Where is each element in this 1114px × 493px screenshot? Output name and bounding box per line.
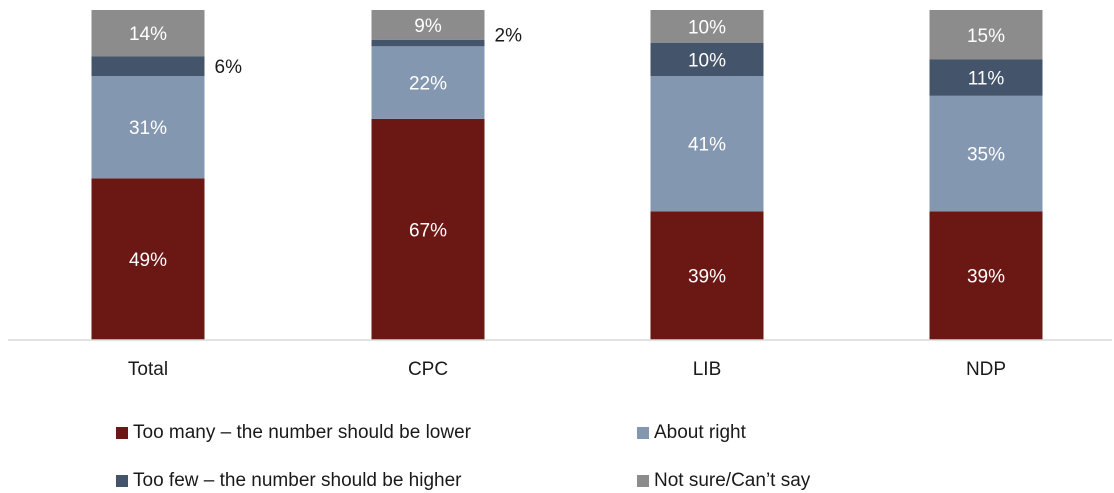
- x-axis-tick-labels: Total CPC LIB NDP: [128, 359, 1006, 380]
- bars-group: [91, 10, 1043, 341]
- data-label-cpc-about-right: 22%: [409, 74, 447, 95]
- legend-item-too-many: Too many – the number should be lower: [116, 422, 471, 444]
- legend-item-not-sure: Not sure/Can’t say: [637, 470, 810, 492]
- bar-cpc-too-few: [371, 39, 485, 47]
- bar-total-not-sure: [91, 10, 205, 57]
- legend-label-too-many: Too many – the number should be lower: [133, 422, 471, 443]
- data-label-total-not-sure: 14%: [129, 24, 167, 45]
- legend-swatch-about-right: [637, 427, 649, 439]
- x-tick-label-cpc: CPC: [408, 359, 448, 380]
- bar-cpc-about-right: [371, 46, 485, 119]
- bar-lib-too-many: [650, 211, 764, 340]
- bar-ndp-too-few: [929, 59, 1043, 96]
- data-label-cpc-too-few: 2%: [495, 26, 523, 47]
- data-label-cpc-too-many: 67%: [409, 220, 447, 241]
- legend-swatch-not-sure: [637, 475, 649, 487]
- bar-lib-about-right: [650, 76, 764, 212]
- bar-cpc-too-many: [371, 118, 485, 341]
- data-label-ndp-too-few: 11%: [968, 69, 1005, 90]
- legend-item-too-few: Too few – the number should be higher: [116, 470, 462, 492]
- bar-ndp-not-sure: [929, 10, 1043, 60]
- legend-label-about-right: About right: [654, 422, 746, 443]
- data-label-ndp-too-many: 39%: [967, 267, 1005, 288]
- data-label-lib-too-many: 39%: [688, 267, 726, 288]
- bar-total-about-right: [91, 76, 205, 179]
- stacked-bar-chart: 49% 31% 6% 14% 67% 22% 2% 9% 39% 41% 10% 10% 39% 35% 1…: [8, 10, 1112, 380]
- data-label-ndp-about-right: 35%: [967, 145, 1005, 166]
- data-label-total-about-right: 31%: [129, 118, 167, 139]
- data-label-total-too-few: 6%: [215, 57, 243, 78]
- x-tick-label-ndp: NDP: [966, 359, 1006, 380]
- x-tick-label-lib: LIB: [693, 359, 722, 380]
- data-label-cpc-not-sure: 9%: [414, 16, 442, 37]
- bar-cpc-not-sure: [371, 10, 485, 40]
- bar-lib-not-sure: [650, 10, 764, 43]
- data-label-lib-too-few: 10%: [688, 51, 726, 72]
- bar-total-too-many: [91, 178, 205, 340]
- data-label-lib-about-right: 41%: [688, 135, 726, 156]
- data-label-ndp-not-sure: 15%: [967, 26, 1005, 47]
- bar-lib-too-few: [650, 43, 764, 76]
- bar-total-too-few: [91, 56, 205, 76]
- legend-item-about-right: About right: [637, 422, 746, 444]
- bar-ndp-too-many: [929, 211, 1043, 340]
- data-label-total-too-many: 49%: [129, 250, 167, 271]
- legend-swatch-too-many: [116, 427, 128, 439]
- x-tick-label-total: Total: [128, 359, 168, 380]
- data-label-lib-not-sure: 10%: [688, 18, 726, 39]
- data-labels-group: 49% 31% 6% 14% 67% 22% 2% 9% 39% 41% 10% 10% 39% 35% 1…: [129, 16, 1005, 288]
- bar-ndp-about-right: [929, 95, 1043, 212]
- legend-label-not-sure: Not sure/Can’t say: [654, 470, 811, 491]
- legend-label-too-few: Too few – the number should be higher: [133, 470, 462, 491]
- legend-swatch-too-few: [116, 475, 128, 487]
